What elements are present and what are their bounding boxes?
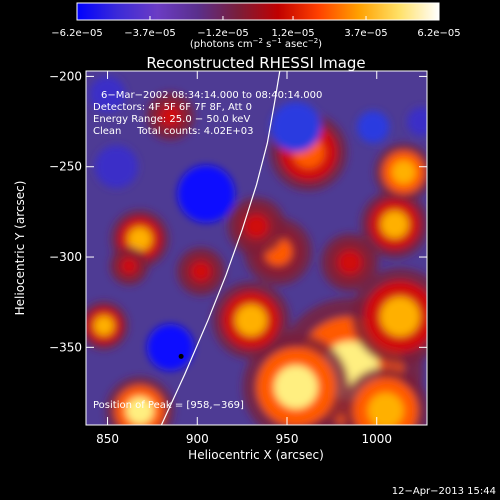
chart-title: Reconstructed RHESSI Image xyxy=(146,54,365,72)
intensity-blob xyxy=(270,101,322,153)
colorbar-tick-label: −1.2e−05 xyxy=(197,28,249,39)
colorbar-tick-label: 1.2e−05 xyxy=(271,28,314,39)
y-tick-label: −300 xyxy=(49,250,82,264)
y-axis-label: Heliocentric Y (arcsec) xyxy=(13,181,27,316)
intensity-core xyxy=(190,261,211,282)
intensity-core xyxy=(380,296,420,337)
timestamp: 12−Apr−2013 15:44 xyxy=(392,486,496,497)
plot-area xyxy=(86,71,427,425)
intensity-blob xyxy=(407,107,427,136)
y-tick-label: −200 xyxy=(49,69,82,83)
colorbar-tick-label: 6.2e−05 xyxy=(417,28,460,39)
intensity-core xyxy=(160,106,181,127)
info-box: 6−Mar−2002 08:34:14.000 to 08:40:14.000 … xyxy=(93,90,322,411)
y-tick-label: −350 xyxy=(49,340,82,354)
intensity-core xyxy=(126,396,154,425)
x-tick-label: 900 xyxy=(186,432,209,446)
colorbar-ticks: −6.2e−05 −3.7e−05 −1.2e−05 1.2e−05 3.7e−05 6.… xyxy=(51,16,461,39)
x-tick-label: 850 xyxy=(96,432,119,446)
intensity-core xyxy=(337,250,362,275)
intensity-core xyxy=(127,227,152,251)
axes: 850 900 950 1000 −350 −300 −250 −200 xyxy=(49,69,427,446)
peak-position-label: Position of Peak = [958,−369] xyxy=(93,400,244,411)
intensity-blob xyxy=(89,76,126,113)
colorbar-unit-label: (photons cm−2 s−1 asec−2) xyxy=(190,37,322,50)
info-line-detectors: Detectors: 4F 5F 6F 7F 8F, Att 0 xyxy=(93,102,252,113)
info-line-clean: Clean Total counts: 4.02E+03 xyxy=(93,126,253,137)
intensity-core xyxy=(391,160,416,184)
x-tick-label: 1000 xyxy=(361,432,392,446)
intensity-core xyxy=(274,365,318,409)
intensity-blob xyxy=(147,324,194,371)
info-line-energy: Energy Range: 25.0 − 50.0 keV xyxy=(93,114,250,125)
intensity-blob xyxy=(357,110,390,144)
intensity-blobs xyxy=(86,76,427,425)
solar-limb-curve xyxy=(160,71,281,425)
info-line-time: 6−Mar−2002 08:34:14.000 to 08:40:14.000 xyxy=(101,90,322,101)
intensity-blob xyxy=(177,165,235,223)
minimum-marker xyxy=(178,353,184,359)
intensity-core xyxy=(121,258,137,274)
markers xyxy=(178,353,184,359)
intensity-core xyxy=(235,304,267,337)
colorbar: −6.2e−05 −3.7e−05 −1.2e−05 1.2e−05 3.7e−05 6.… xyxy=(51,2,461,50)
y-tick-label: −250 xyxy=(49,160,82,174)
colorbar-tick-label: 3.7e−05 xyxy=(344,28,387,39)
colorbar-tick-label: −3.7e−05 xyxy=(124,28,176,39)
colorbar-tick-label: −6.2e−05 xyxy=(51,28,103,39)
intensity-core xyxy=(380,210,409,239)
intensity-core xyxy=(94,315,114,336)
x-tick-label: 950 xyxy=(276,432,299,446)
x-axis-label: Heliocentric X (arcsec) xyxy=(188,448,324,462)
intensity-blob xyxy=(94,145,139,189)
plot-frame xyxy=(85,70,428,426)
colorbar-strip xyxy=(76,2,440,21)
intensity-core xyxy=(244,214,269,239)
intensity-core xyxy=(367,392,404,425)
